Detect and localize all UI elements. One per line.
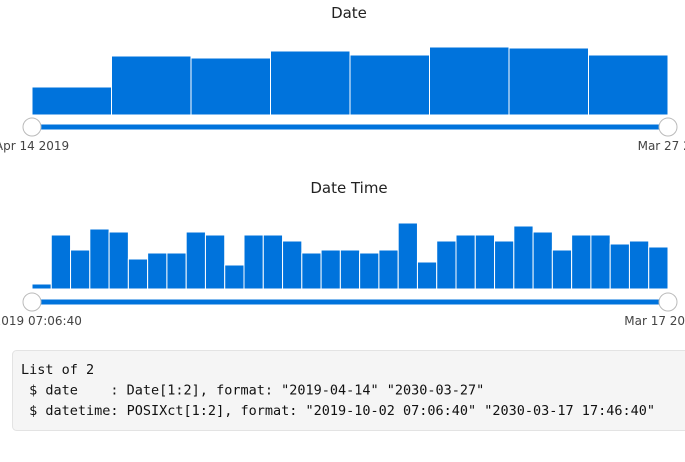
histogram-bar	[185, 231, 206, 290]
slider-track[interactable]	[32, 124, 668, 130]
histogram-bar	[270, 50, 351, 116]
code-line: List of 2	[21, 362, 94, 378]
slider-title: Date	[331, 4, 367, 22]
histogram-bar	[571, 234, 592, 290]
histogram-bar	[339, 249, 361, 290]
slider-handle[interactable]	[658, 292, 678, 312]
histogram-bar	[31, 283, 52, 290]
histogram-bar	[282, 240, 303, 290]
histogram-bar	[609, 243, 630, 290]
histogram-bar	[166, 252, 187, 290]
output-box	[12, 350, 685, 431]
histogram-bar	[70, 249, 91, 290]
histogram-bar	[429, 46, 510, 116]
range-min-label: Apr 14 2019	[0, 139, 69, 153]
histogram-bar	[532, 231, 553, 290]
histogram-bar	[628, 240, 650, 290]
histogram-bar	[204, 234, 226, 290]
histogram-bar	[416, 261, 438, 290]
histogram-bar	[378, 249, 399, 290]
histogram-bar	[508, 47, 589, 116]
histogram-bar	[111, 55, 192, 116]
code-line: $ datetime: POSIXct[1:2], format: "2019-…	[21, 403, 655, 419]
histogram-bar	[436, 240, 457, 290]
histogram-bar	[262, 234, 284, 290]
histogram-bar	[31, 86, 112, 116]
histogram-bar	[588, 54, 669, 116]
histogram-bar	[494, 240, 515, 290]
range-max-label: Mar 17 2030 1	[624, 314, 685, 328]
range-min-label: 2 2019 07:06:40	[0, 314, 82, 328]
slider-handle[interactable]	[22, 292, 42, 312]
histogram-bar	[127, 258, 149, 290]
histogram-bar	[243, 234, 264, 290]
histogram-bar	[320, 249, 341, 290]
histogram-bar	[513, 225, 534, 290]
slider-handle[interactable]	[658, 117, 678, 137]
histogram-bar	[349, 54, 430, 116]
histogram-bar	[147, 252, 168, 290]
histogram-bar	[190, 57, 271, 116]
histogram-bar	[89, 228, 110, 290]
histogram-bar	[474, 234, 496, 290]
slider-track[interactable]	[32, 299, 668, 305]
histogram-bar	[648, 246, 669, 290]
histogram-bar	[224, 264, 245, 290]
histogram-bar	[455, 234, 476, 290]
histogram-bar	[551, 249, 573, 290]
code-line: $ date : Date[1:2], format: "2019-04-14"…	[21, 383, 484, 399]
histogram-bar	[397, 222, 418, 290]
histogram-bar	[301, 252, 322, 290]
slider-handle[interactable]	[22, 117, 42, 137]
histogram-bar	[108, 231, 129, 290]
histogram-bar	[590, 234, 611, 290]
range-max-label: Mar 27 20	[638, 139, 685, 153]
slider-title: Date Time	[310, 179, 387, 197]
histogram-bar	[359, 252, 380, 290]
histogram-bar	[50, 234, 72, 290]
